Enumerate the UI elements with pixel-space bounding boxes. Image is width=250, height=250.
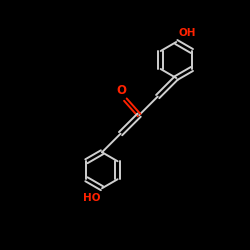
Text: OH: OH [178,28,196,38]
Text: O: O [116,84,126,96]
Text: HO: HO [82,193,100,203]
